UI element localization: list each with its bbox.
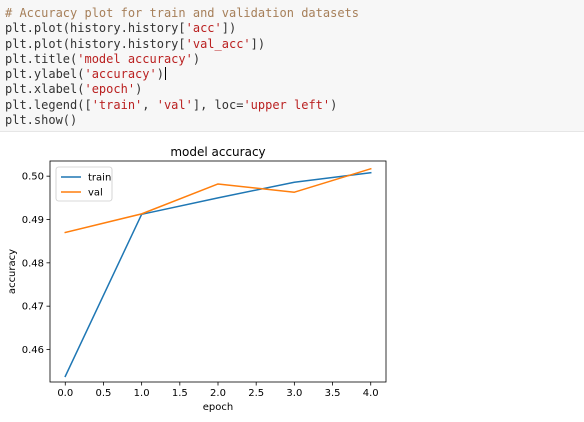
x-tick-label: 0.0 [57, 388, 73, 399]
code-token: ) [135, 82, 142, 96]
y-tick-label: 0.47 [22, 302, 44, 313]
x-tick-label: 3.0 [286, 388, 302, 399]
y-tick-label: 0.49 [22, 215, 44, 226]
code-line[interactable]: plt.show() [5, 113, 359, 128]
output-area: 0.0 0.5 1.0 1.5 2.0 2.5 3.0 3.5 4.0 0.46 0.47 0.48 0… [0, 132, 584, 418]
code-line[interactable]: # Accuracy plot for train and validation… [5, 6, 359, 21]
y-tick-label: 0.50 [22, 172, 44, 183]
code-string: 'val' [157, 98, 193, 112]
x-tick-label: 3.5 [325, 388, 341, 399]
y-tick-label: 0.48 [22, 258, 44, 269]
code-token: plt.show() [5, 113, 77, 127]
code-token: ) [157, 67, 164, 81]
code-token: ]) [251, 37, 265, 51]
code-string: 'val_acc' [186, 37, 251, 51]
code-token: plt.ylabel( [5, 67, 84, 81]
x-tick-label: 1.5 [172, 388, 188, 399]
code-token: plt.title( [5, 52, 77, 66]
code-token: ], loc= [193, 98, 244, 112]
code-string: 'epoch' [84, 82, 135, 96]
x-tick-label: 2.5 [248, 388, 264, 399]
accuracy-chart: 0.0 0.5 1.0 1.5 2.0 2.5 3.0 3.5 4.0 0.46 0.47 0.48 0… [0, 132, 584, 418]
legend-label-train: train [88, 173, 111, 184]
code-token: , [142, 98, 156, 112]
code-editor[interactable]: # Accuracy plot for train and validation… [5, 6, 359, 128]
code-token: plt.xlabel( [5, 82, 84, 96]
x-axis-label: epoch [203, 402, 233, 413]
code-string: 'upper left' [243, 98, 330, 112]
code-cell[interactable]: # Accuracy plot for train and validation… [0, 0, 584, 132]
code-line[interactable]: plt.legend(['train', 'val'], loc='upper … [5, 98, 359, 113]
code-line[interactable]: plt.ylabel('accuracy') [5, 67, 359, 82]
y-tick-label: 0.46 [22, 345, 44, 356]
code-line[interactable]: plt.plot(history.history['val_acc']) [5, 37, 359, 52]
code-token: ) [193, 52, 200, 66]
code-string: 'model accuracy' [77, 52, 193, 66]
chart-title: model accuracy [170, 145, 265, 159]
code-string: 'accuracy' [84, 67, 156, 81]
legend-label-val: val [88, 188, 103, 199]
code-token: plt.plot(history.history[ [5, 37, 186, 51]
code-token: plt.legend([ [5, 98, 92, 112]
code-line[interactable]: plt.plot(history.history['acc']) [5, 21, 359, 36]
code-line[interactable]: plt.xlabel('epoch') [5, 82, 359, 97]
x-tick-label: 4.0 [363, 388, 379, 399]
x-tick-label: 2.0 [210, 388, 226, 399]
text-cursor [165, 67, 166, 80]
code-comment: # Accuracy plot for train and validation… [5, 6, 359, 20]
code-string: 'acc' [186, 21, 222, 35]
code-line[interactable]: plt.title('model accuracy') [5, 52, 359, 67]
x-tick-label: 1.0 [134, 388, 150, 399]
code-token: ) [330, 98, 337, 112]
x-tick-label: 0.5 [96, 388, 112, 399]
y-axis-label: accuracy [7, 249, 18, 294]
code-token: plt.plot(history.history[ [5, 21, 186, 35]
code-token: ]) [222, 21, 236, 35]
code-string: 'train' [92, 98, 143, 112]
